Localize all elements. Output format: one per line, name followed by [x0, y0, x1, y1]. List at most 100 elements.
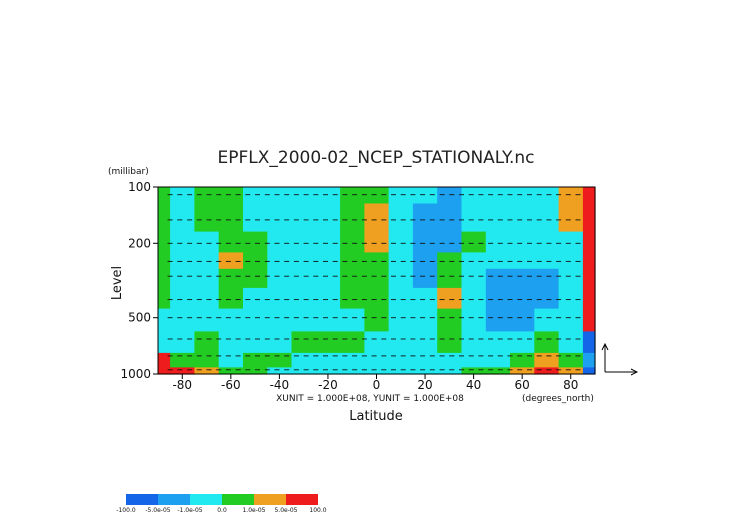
x-tick-label: -80 [172, 378, 192, 392]
contour-cell [388, 231, 414, 253]
flux-vectors [167, 194, 581, 371]
contour-cell [291, 308, 317, 332]
contour-cell [461, 231, 487, 253]
contour-cell [267, 231, 293, 253]
contour-cell [437, 187, 463, 205]
contour-cell [485, 352, 511, 368]
contour-cell [340, 187, 365, 205]
contour-cell [388, 352, 414, 368]
contour-cell [437, 203, 463, 233]
colorbar-swatch [254, 494, 286, 505]
contour-cell [158, 231, 171, 253]
contour-cell [364, 308, 390, 332]
contour-cell [582, 268, 596, 289]
contour-cell [437, 231, 463, 253]
contour-cell [558, 308, 584, 332]
y-axis-label: Level [110, 266, 125, 300]
contour-cell [510, 352, 535, 368]
contour-cell [558, 367, 584, 375]
contour-cell [510, 252, 535, 270]
contour-cell [194, 287, 220, 310]
contour-cell [243, 287, 268, 310]
contour-cell [340, 287, 365, 310]
contour-cell [340, 203, 365, 233]
contour-cell [510, 308, 535, 332]
contour-cell [510, 231, 535, 253]
contour-cell [437, 331, 463, 354]
x-tick-label: 60 [515, 378, 530, 392]
contour-cell [558, 268, 584, 289]
contour-cell [218, 352, 244, 368]
contour-cell [412, 367, 438, 375]
contour-cell [194, 308, 220, 332]
y-reference-arrowhead [601, 342, 609, 351]
contour-cell [510, 287, 535, 310]
contour-cell [461, 268, 487, 289]
contour-cell [534, 331, 560, 354]
contour-cell [364, 203, 390, 233]
contour-cell [485, 287, 511, 310]
contour-cell [364, 352, 390, 368]
contour-cell [218, 331, 244, 354]
contour-cell [170, 187, 195, 205]
contour-cell [158, 352, 171, 368]
contour-cell [170, 231, 195, 253]
contour-cell [364, 367, 390, 375]
contour-cell [315, 203, 341, 233]
contour-cell [267, 367, 293, 375]
colorbar-label: -100.0 [116, 507, 136, 514]
contour-cell [485, 203, 511, 233]
x-reference-arrowhead [630, 368, 639, 376]
contour-cell [243, 331, 268, 354]
contour-cell [243, 231, 268, 253]
x-tick-label: -40 [270, 378, 290, 392]
contour-cell [315, 352, 341, 368]
contour-cell [558, 352, 584, 368]
contour-cell [485, 231, 511, 253]
contour-cell [437, 367, 463, 375]
contour-cell [582, 203, 596, 233]
contour-cell [534, 231, 560, 253]
contour-cell [194, 231, 220, 253]
contour-cell [340, 352, 365, 368]
contour-cell [170, 287, 195, 310]
x-tick-label: 80 [563, 378, 578, 392]
contour-cell [170, 268, 195, 289]
x-tick-label: 0 [373, 378, 381, 392]
contour-cell [315, 187, 341, 205]
contour-cell [534, 308, 560, 332]
contour-cell [291, 268, 317, 289]
colorbar-swatch [190, 494, 222, 505]
contour-cell [315, 308, 341, 332]
contour-cell [461, 352, 487, 368]
contour-cell [158, 308, 171, 332]
contour-cell [412, 352, 438, 368]
contour-cell [243, 203, 268, 233]
contour-cell [170, 352, 195, 368]
contour-cell [194, 268, 220, 289]
contour-cell [388, 203, 414, 233]
contour-field [158, 187, 596, 375]
contour-cell [194, 203, 220, 233]
contour-cell [315, 331, 341, 354]
contour-cell [461, 308, 487, 332]
contour-cell [510, 203, 535, 233]
contour-cell [534, 367, 560, 375]
contour-cell [267, 352, 293, 368]
contour-cell [218, 287, 244, 310]
contour-cell [388, 287, 414, 310]
contour-cell [364, 268, 390, 289]
contour-cell [582, 187, 596, 205]
x-axis-label: Latitude [349, 409, 403, 424]
contour-cell [510, 331, 535, 354]
colorbar-swatch [126, 494, 158, 505]
y-axis-ticks: 100 200 500 1000 [120, 180, 158, 381]
contour-cell [437, 308, 463, 332]
contour-cell [582, 352, 596, 368]
contour-cell [158, 252, 171, 270]
contour-cell [158, 367, 171, 375]
contour-cell [412, 187, 438, 205]
contour-cell [243, 187, 268, 205]
contour-cell [534, 268, 560, 289]
vector-scale-text: XUNIT = 1.000E+08, YUNIT = 1.000E+08 [276, 394, 464, 404]
